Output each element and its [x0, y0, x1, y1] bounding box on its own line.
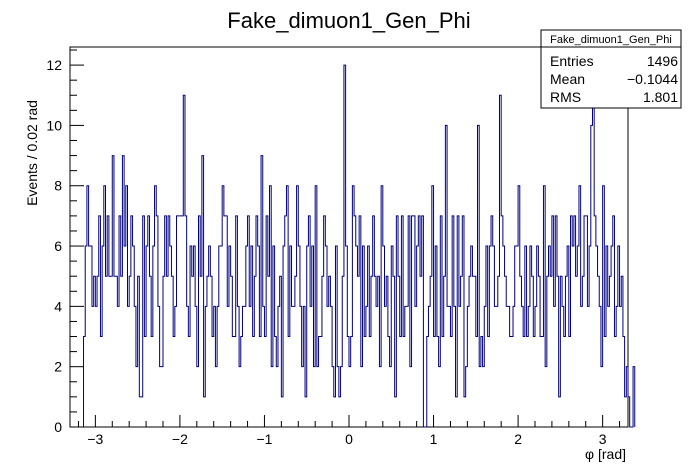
y-tick-label: 4 — [54, 298, 62, 314]
stats-mean-label: Mean — [550, 71, 585, 87]
y-tick-label: 8 — [54, 178, 62, 194]
stats-title: Fake_dimuon1_Gen_Phi — [550, 34, 672, 46]
x-tick-label: −1 — [256, 431, 272, 447]
y-tick-label: 12 — [46, 57, 62, 73]
x-tick-label: 1 — [430, 431, 438, 447]
stats-box: Fake_dimuon1_Gen_Phi Entries 1496 Mean −… — [540, 29, 682, 109]
y-tick-label: 6 — [54, 238, 62, 254]
x-tick-label: −3 — [87, 431, 103, 447]
stats-entries-label: Entries — [550, 53, 594, 69]
y-tick-label: 2 — [54, 359, 62, 375]
x-tick-label: 3 — [599, 431, 607, 447]
y-axis-label: Events / 0.02 rad — [24, 100, 40, 206]
x-axis-label: φ [rad] — [585, 446, 626, 462]
stats-box-frame — [540, 29, 682, 109]
stats-rms-value: 1.801 — [643, 89, 678, 105]
histogram-line — [83, 64, 636, 428]
stats-mean-value: −0.1044 — [627, 71, 678, 87]
y-tick-label: 10 — [46, 117, 62, 133]
x-tick-label: 2 — [514, 431, 522, 447]
y-tick-label: 0 — [54, 419, 62, 435]
x-tick-label: 0 — [345, 431, 353, 447]
stats-rms-label: RMS — [550, 89, 581, 105]
x-tick-label: −2 — [172, 431, 188, 447]
stats-entries-value: 1496 — [647, 53, 678, 69]
chart-title: Fake_dimuon1_Gen_Phi — [227, 8, 470, 33]
